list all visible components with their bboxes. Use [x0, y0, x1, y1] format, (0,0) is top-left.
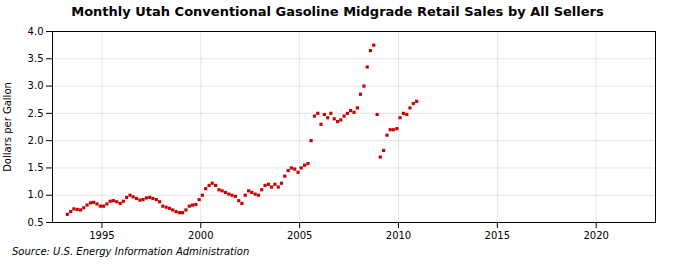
- svg-text:2020: 2020: [583, 230, 608, 241]
- svg-text:1.0: 1.0: [28, 189, 44, 200]
- svg-text:2005: 2005: [287, 230, 312, 241]
- svg-text:1995: 1995: [89, 230, 114, 241]
- svg-text:2.5: 2.5: [28, 108, 44, 119]
- svg-text:2010: 2010: [386, 230, 411, 241]
- html-text:Monthly Utah Conventional Gaso: Monthly Utah Conventional Gasoline Midgr…: [71, 4, 604, 19]
- svg-text:2000: 2000: [188, 230, 213, 241]
- svg-text:4.0: 4.0: [28, 26, 44, 37]
- svg-text:2015: 2015: [485, 230, 510, 241]
- svg-text:1.5: 1.5: [28, 162, 44, 173]
- svg-text:0.5: 0.5: [28, 217, 44, 228]
- svg-text:Dollars per Gallon: Dollars per Gallon: [2, 82, 13, 172]
- html-text:Source: U.S. Energy Informatio: Source: U.S. Energy Information Administ…: [12, 246, 250, 257]
- svg-text:3.0: 3.0: [28, 80, 44, 91]
- svg-text:3.5: 3.5: [28, 53, 44, 64]
- svg-text:2.0: 2.0: [28, 135, 44, 146]
